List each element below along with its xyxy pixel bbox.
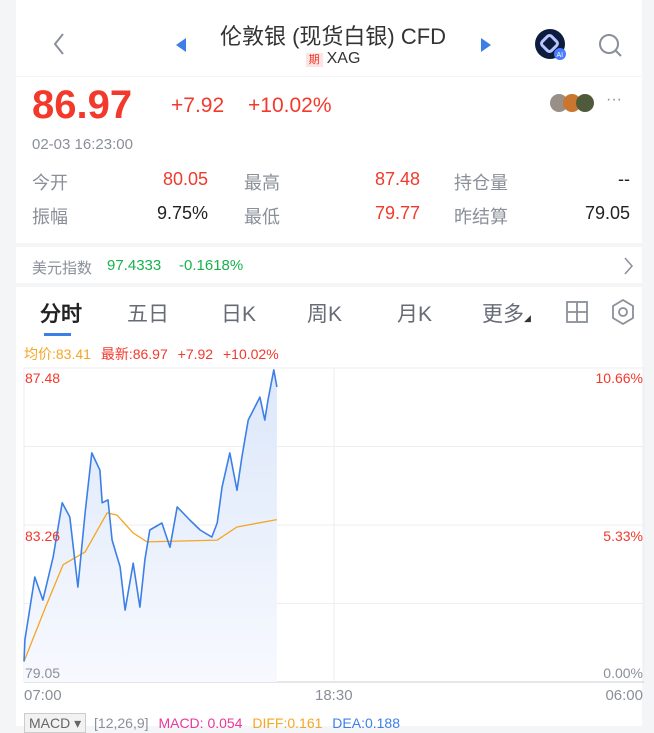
search-icon[interactable] [598,33,624,59]
dollar-index-row[interactable]: 美元指数 97.4333 -0.1618% [16,247,642,283]
stat-value-low: 79.77 [374,203,420,223]
indicator-select[interactable]: MACD ▾ [24,713,87,733]
legend-change: +7.92 [177,346,214,362]
subtitle: 期 XAG [16,50,650,68]
price-line [23,369,278,662]
stat-label-amplitude: 振幅 [32,207,68,227]
chart-legend: 均价:83.41 最新:86.97 +7.92 +10.02% [24,344,279,364]
quote-timestamp: 02-03 16:23:00 [32,136,133,153]
tab-more[interactable]: 更多◢ [482,298,531,328]
indicator-select-label: MACD [29,715,71,731]
next-symbol-icon[interactable] [481,38,491,52]
diff-value: DIFF:0.161 [252,715,323,731]
x-tick-mid: 18:30 [315,687,353,704]
stat-label-high: 最高 [244,173,280,193]
y-tick-left-low: 79.05 [25,665,61,681]
active-tab-indicator [44,333,71,336]
tab-intraday[interactable]: 分时 [40,303,82,326]
price-area [24,369,277,682]
x-tick-start: 07:00 [24,687,62,704]
chevron-right-icon [624,257,633,275]
dollar-index-value: 97.4333 [107,257,162,274]
header-bar: 伦敦银 (现货白银) CFD 期 XAG AI [16,0,642,76]
stat-value-open: 80.05 [162,169,208,189]
tab-more-label: 更多 [482,303,524,326]
legend-latest: 最新:86.97 [100,346,168,362]
dropdown-icon: ◢ [524,313,531,323]
tab-weekly-k[interactable]: 周K [307,303,343,326]
y-tick-left-high: 87.48 [25,370,61,386]
macd-row: MACD ▾ [12,26,9] MACD: 0.054 DIFF:0.161 … [24,713,401,733]
prev-symbol-icon[interactable] [176,38,186,52]
price-change: +7.92 [171,94,225,117]
stat-value-open-interest: -- [618,169,630,189]
quote-panel: 86.97 +7.92 +10.02% ··· 02-03 16:23:00 今… [16,77,642,243]
tab-daily-k[interactable]: 日K [221,303,257,326]
tab-five-day[interactable]: 五日 [127,303,169,326]
y-tick-right-low: 0.00% [603,665,643,681]
symbol: XAG [326,50,361,67]
x-tick-end: 06:00 [605,687,643,704]
y-tick-right-mid: 5.33% [603,528,643,544]
tab-monthly-k[interactable]: 月K [397,303,433,326]
macd-params: [12,26,9] [94,715,149,731]
stat-value-amplitude: 9.75% [156,203,208,223]
futures-badge: 期 [305,53,323,67]
legend-pct: +10.02% [222,346,279,362]
y-tick-left-mid: 83.26 [25,528,61,544]
dollar-index-change: -0.1618% [179,257,244,274]
back-icon[interactable] [52,32,66,56]
price-change-pct: +10.02% [248,94,332,117]
stat-value-high: 87.48 [374,169,420,189]
page-title: 伦敦银 (现货白银) CFD [219,24,447,49]
macd-value: MACD: 0.054 [158,715,243,731]
more-icon[interactable]: ··· [606,91,622,108]
stat-label-open: 今开 [32,173,68,193]
stat-label-open-interest: 持仓量 [454,173,508,193]
stat-value-prev-settle: 79.05 [584,203,630,223]
settings-icon[interactable] [610,298,636,326]
stat-label-low: 最低 [244,207,280,227]
dollar-index-label: 美元指数 [32,260,93,277]
ai-assistant-icon[interactable]: AI [534,28,568,62]
svg-text:AI: AI [557,52,564,59]
last-price: 86.97 [32,83,133,127]
y-tick-right-high: 10.66% [595,370,643,386]
grid-layout-icon[interactable] [565,300,589,324]
avg-price-line [23,512,278,662]
dea-value: DEA:0.188 [332,715,401,731]
legend-avg: 均价:83.41 [24,346,91,362]
stat-label-prev-settle: 昨结算 [454,207,508,227]
